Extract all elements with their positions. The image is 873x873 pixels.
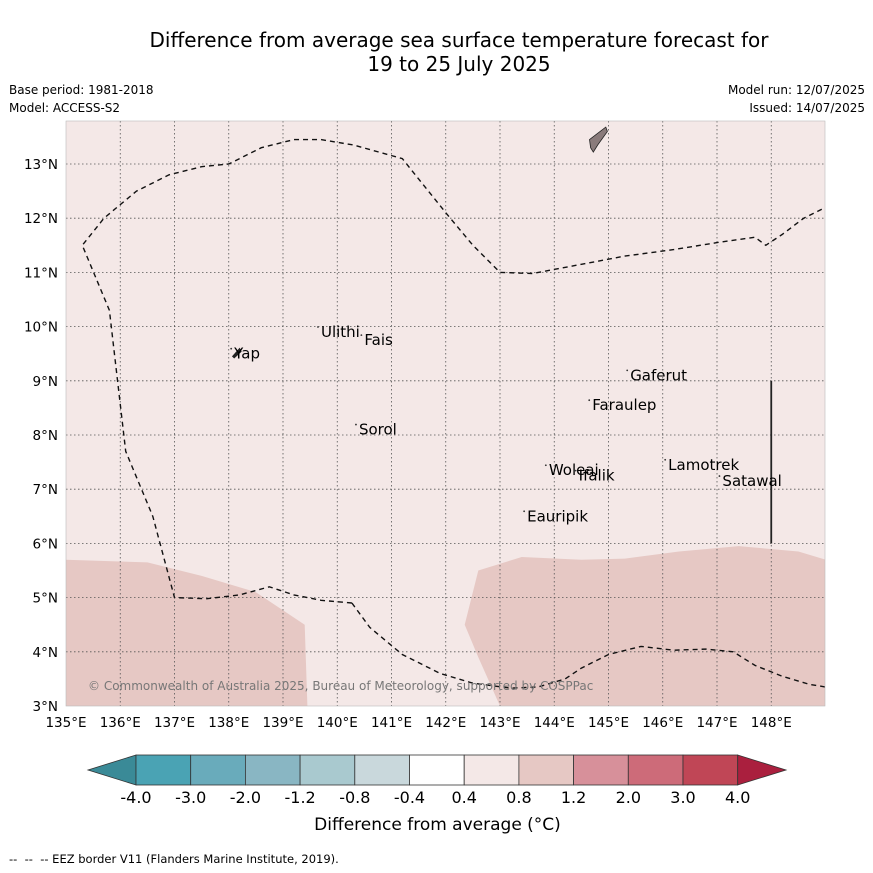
- colorbar-extend-high: [737, 754, 788, 786]
- lon-tick-label: 148°E: [751, 715, 792, 731]
- colorbar-tick-label: 4.0: [725, 788, 750, 807]
- lon-tick-label: 144°E: [534, 715, 575, 731]
- lon-tick-label: 142°E: [425, 715, 466, 731]
- lon-tick-label: 147°E: [696, 715, 737, 731]
- place-label: Lamotrek: [668, 456, 739, 474]
- atoll-marker: [664, 458, 667, 461]
- lon-tick-label: 136°E: [100, 715, 141, 731]
- anomaly-region-east: [464, 546, 825, 706]
- title-line-2: 19 to 25 July 2025: [367, 52, 551, 76]
- colorbar-tick-label: 0.8: [506, 788, 531, 807]
- place-label: Ifalik: [579, 467, 615, 485]
- lat-tick-label: 9°N: [33, 374, 58, 390]
- lon-tick-label: 146°E: [642, 715, 683, 731]
- atoll-marker: [718, 475, 721, 477]
- lon-tick-label: 138°E: [208, 715, 249, 731]
- lat-tick-label: 12°N: [24, 211, 58, 227]
- place-label: Yap: [233, 345, 260, 363]
- atoll-marker: [626, 369, 629, 372]
- lat-tick-label: 4°N: [33, 645, 58, 661]
- colorbar-segment: [354, 754, 410, 786]
- lat-tick-label: 8°N: [33, 428, 58, 444]
- meta-right: Model run: 12/07/2025 Issued: 14/07/2025: [728, 81, 865, 117]
- colorbar-segment: [518, 754, 575, 786]
- lon-tick-label: 140°E: [317, 715, 358, 731]
- atoll-marker: [355, 423, 357, 426]
- place-label: Woleai: [549, 461, 599, 479]
- lon-tick-label: 137°E: [154, 715, 195, 731]
- map-frame: [65, 120, 826, 707]
- anomaly-region-west: [66, 559, 308, 706]
- lat-tick-label: 7°N: [33, 482, 58, 498]
- copyright-notice: © Commonwealth of Australia 2025, Bureau…: [88, 679, 593, 693]
- title-line-1: Difference from average sea surface temp…: [149, 28, 769, 52]
- colorbar-tick-label: 1.2: [561, 788, 586, 807]
- colorbar-segment: [135, 754, 192, 786]
- colorbar-segment: [682, 754, 739, 786]
- guam-island: [589, 126, 608, 153]
- base-period: Base period: 1981-2018: [9, 83, 154, 97]
- colorbar-tick-label: -1.2: [284, 788, 315, 807]
- place-label: Sorol: [359, 421, 397, 439]
- colorbar-segment: [190, 754, 246, 786]
- place-label: Gaferut: [630, 366, 687, 384]
- colorbar-tick-label: -3.0: [175, 788, 206, 807]
- colorbar-segment: [463, 754, 520, 786]
- lat-tick-label: 3°N: [33, 699, 58, 715]
- colorbar-tick-label: -4.0: [120, 788, 151, 807]
- colorbar-extend-low: [86, 754, 137, 786]
- lat-tick-label: 6°N: [33, 536, 58, 552]
- colorbar-segment: [573, 754, 629, 786]
- colorbar-tick-label: -0.4: [394, 788, 425, 807]
- colorbar-segment: [627, 754, 684, 786]
- place-label: Faraulep: [592, 396, 656, 414]
- colorbar-tick-label: 3.0: [670, 788, 695, 807]
- atoll-marker: [588, 399, 591, 402]
- lon-tick-label: 145°E: [588, 715, 629, 731]
- lat-tick-label: 10°N: [24, 320, 58, 336]
- colorbar-tick-label: -2.0: [230, 788, 261, 807]
- colorbar-tick-label: 2.0: [616, 788, 641, 807]
- yap-island: [231, 347, 242, 359]
- colorbar-segment: [299, 754, 356, 786]
- model-run: Model run: 12/07/2025: [727, 83, 865, 97]
- meta-left: Base period: 1981-2018 Model: ACCESS-S2: [9, 81, 154, 117]
- issued-date: Issued: 14/07/2025: [749, 101, 865, 115]
- place-label: Fais: [364, 331, 393, 349]
- lat-tick-label: 5°N: [33, 591, 58, 607]
- atoll-marker: [230, 347, 233, 350]
- lat-tick-label: 11°N: [24, 265, 58, 281]
- eez-border-western: [81, 138, 825, 604]
- place-label: Ulithi: [321, 323, 360, 341]
- atoll-marker: [360, 334, 363, 337]
- lon-tick-label: 135°E: [45, 715, 86, 731]
- lon-tick-label: 143°E: [479, 715, 520, 731]
- lon-tick-label: 139°E: [262, 715, 303, 731]
- lat-tick-label: 13°N: [24, 157, 58, 173]
- model-name: Model: ACCESS-S2: [9, 101, 121, 115]
- eez-legend-note: -- -- -- EEZ border V11 (Flanders Marine…: [9, 852, 339, 866]
- lon-tick-label: 141°E: [371, 715, 412, 731]
- map-title: Difference from average sea surface temp…: [0, 28, 873, 76]
- atoll-marker: [574, 469, 577, 472]
- colorbar-segment: [244, 754, 301, 786]
- atoll-marker: [317, 326, 319, 328]
- place-label: Eauripik: [527, 507, 588, 525]
- atoll-marker: [544, 464, 547, 467]
- colorbar-tick-label: 0.4: [451, 788, 476, 807]
- colorbar-label: Difference from average (°C): [314, 815, 561, 835]
- atoll-marker: [523, 510, 526, 513]
- colorbar-segment: [409, 754, 465, 786]
- place-label: Satawal: [722, 472, 781, 490]
- colorbar-tick-label: -0.8: [339, 788, 370, 807]
